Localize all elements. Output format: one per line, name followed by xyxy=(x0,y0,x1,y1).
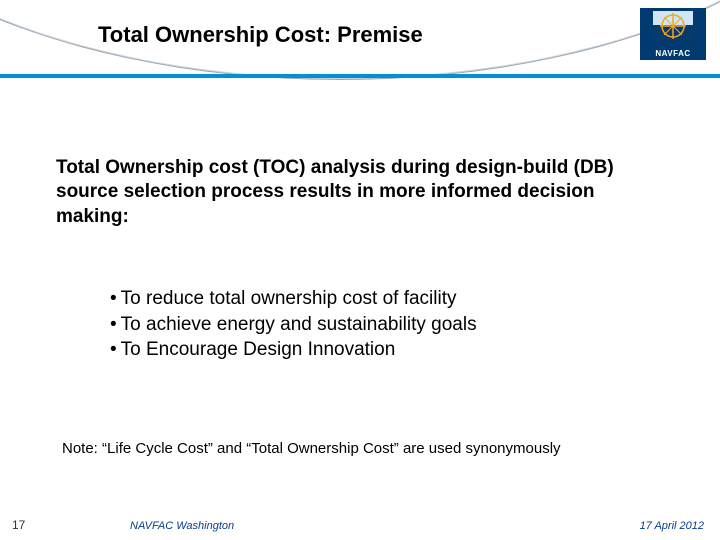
compass-icon xyxy=(653,11,693,41)
bullet-list: • To reduce total ownership cost of faci… xyxy=(110,286,640,363)
footer-org: NAVFAC Washington xyxy=(130,520,234,532)
bullet-text: To achieve energy and sustainability goa… xyxy=(121,312,477,338)
list-item: • To Encourage Design Innovation xyxy=(110,337,640,363)
navfac-logo: NAVFAC xyxy=(640,8,706,60)
bullet-icon: • xyxy=(110,286,117,312)
bullet-text: To reduce total ownership cost of facili… xyxy=(121,286,457,312)
lead-paragraph: Total Ownership cost (TOC) analysis duri… xyxy=(56,156,646,229)
slide-title: Total Ownership Cost: Premise xyxy=(98,22,423,48)
logo-text: NAVFAC xyxy=(655,49,690,58)
header-divider xyxy=(0,74,720,78)
page-number: 17 xyxy=(12,518,25,532)
bullet-icon: • xyxy=(110,312,117,338)
bullet-text: To Encourage Design Innovation xyxy=(121,337,396,363)
footer-date: 17 April 2012 xyxy=(640,520,704,532)
list-item: • To achieve energy and sustainability g… xyxy=(110,312,640,338)
footer: 17 NAVFAC Washington 17 April 2012 xyxy=(0,514,720,540)
bullet-icon: • xyxy=(110,337,117,363)
note-text: Note: “Life Cycle Cost” and “Total Owner… xyxy=(62,440,561,457)
list-item: • To reduce total ownership cost of faci… xyxy=(110,286,640,312)
